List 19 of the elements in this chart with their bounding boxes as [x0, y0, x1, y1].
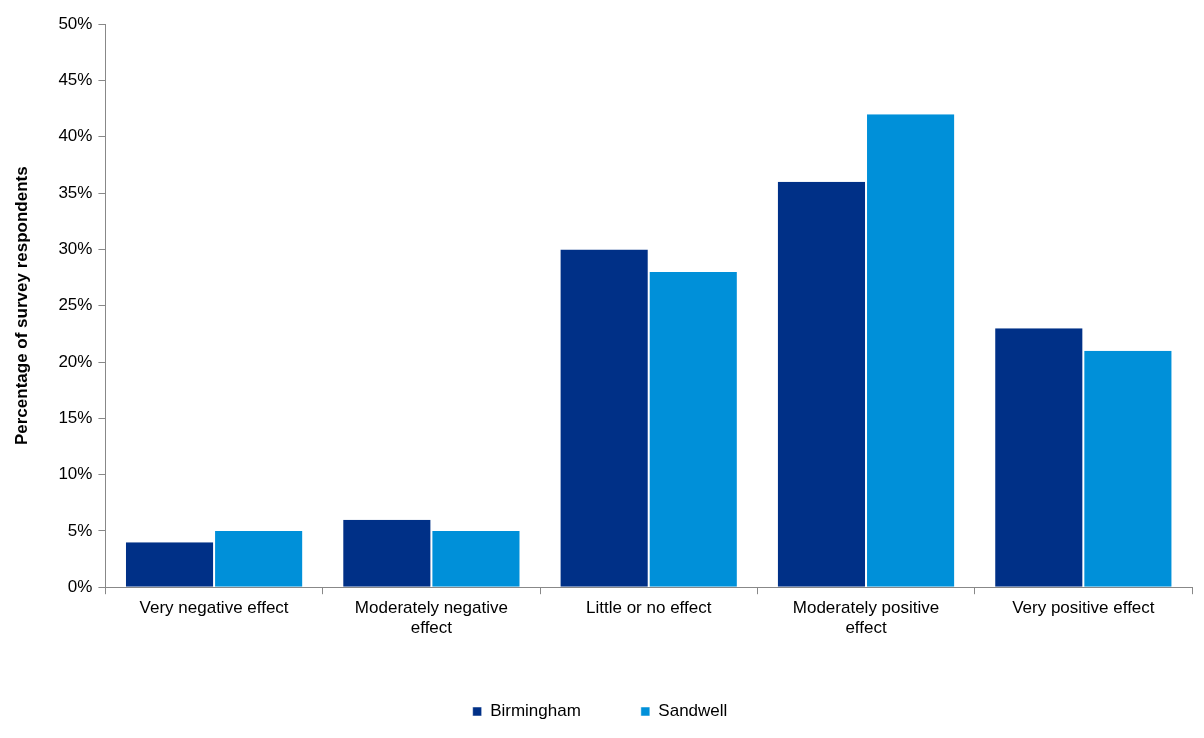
x-tick-label: Moderately positive effect [792, 598, 940, 638]
y-tick-label: 10% [58, 464, 93, 484]
y-tick-label: 30% [58, 239, 93, 259]
y-tick-label: 0% [67, 576, 93, 596]
y-axis-title: Percentage of survey respondents [11, 166, 31, 446]
y-tick-label: 40% [58, 126, 93, 146]
y-tick-label: 20% [58, 351, 93, 371]
x-tick-label: Little or no effect [586, 598, 712, 618]
y-tick-label: 15% [58, 407, 93, 427]
legend-label: Sandwell [658, 701, 728, 721]
x-tick-label: Very positive effect [1012, 598, 1155, 618]
y-tick-label: 35% [58, 182, 93, 202]
x-tick-label: Moderately negative effect [354, 598, 508, 638]
y-tick-label: 45% [58, 70, 93, 90]
y-tick-label: 25% [58, 295, 93, 315]
y-tick-label: 5% [67, 520, 93, 540]
y-tick-label: 50% [58, 13, 93, 33]
x-tick-label: Very negative effect [139, 598, 289, 618]
legend-label: Birmingham [490, 701, 581, 721]
